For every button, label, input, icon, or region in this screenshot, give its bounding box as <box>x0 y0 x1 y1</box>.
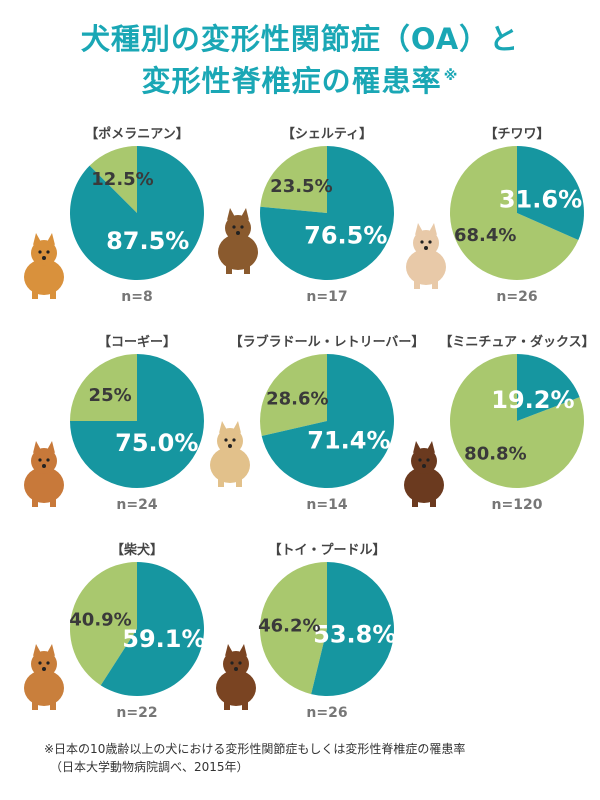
pie-chart-panel: 【ミニチュア・ダックス】 19.2% 80.8% n=120 <box>390 335 595 545</box>
title-line-1: 犬種別の変形性関節症（OA）と <box>80 22 520 56</box>
dog-illustration <box>404 441 444 507</box>
pie-chart: 53.8%46.2% <box>216 562 396 710</box>
dog-illustration <box>216 644 256 710</box>
breed-label: 【シェルティ】 <box>281 127 373 142</box>
pie-slice-green <box>70 562 137 686</box>
breed-label: 【チワワ】 <box>484 127 550 142</box>
slice-value-label: 68.4% <box>454 225 516 246</box>
pie-chart: 71.4% 28.6% <box>210 354 395 488</box>
footnote-line-2: （日本大学動物病院調べ、2015年） <box>50 760 249 774</box>
pie-slice-teal <box>261 354 395 488</box>
pie-slice-teal <box>70 354 204 488</box>
breed-label: 【コーギー】 <box>97 335 176 350</box>
breed-label: 【柴犬】 <box>110 543 163 558</box>
slice-value-label: 71.4% <box>307 426 390 454</box>
pie-slice-green <box>449 146 579 280</box>
pie-slice-teal <box>69 146 204 280</box>
pie-chart: 87.5% 12.5% <box>24 146 204 299</box>
title-line-2-text: 変形性脊椎症の罹患率 <box>141 64 442 98</box>
pie-chart-panel: 【ラブラドール・レトリーバー】 71.4% 28.6% n=14 <box>200 335 424 545</box>
pie-chart-panel: 【チワワ】 31.6% 68.4% n=26 <box>390 127 590 337</box>
sample-size-label: n=22 <box>116 705 158 721</box>
pie-chart: 19.2% 80.8% <box>404 354 585 507</box>
pie-slice-green <box>89 146 137 213</box>
pie-chart-panel: 【シェルティ】 76.5% 23.5% n=17 <box>200 127 400 337</box>
sample-size-label: n=26 <box>306 705 348 721</box>
sample-size-label: n=14 <box>306 497 348 513</box>
pie-chart-panel: 【ポメラニアン】 87.5% 12.5% n=8 <box>10 127 210 337</box>
pie-chart-panel: 【コーギー】 75.0% 25% n=24 <box>10 335 210 545</box>
sample-size-label: n=17 <box>306 289 348 305</box>
slice-value-label: 31.6% <box>499 186 582 214</box>
pie-chart-panel: 【柴犬】 59.1% 40.9% n=22 <box>10 543 210 753</box>
breed-label: 【トイ・プードル】 <box>268 543 386 558</box>
pie-slice-green <box>450 354 585 488</box>
pie-slice-green <box>260 354 327 437</box>
slice-value-label: 19.2% <box>491 386 574 414</box>
slice-value-label: 59.1% <box>122 625 205 653</box>
pie-slice-teal <box>311 562 394 696</box>
pie-chart: 76.5% 23.5% <box>218 146 395 280</box>
pie-slice-green <box>260 146 327 213</box>
slice-value-label: 76.5% <box>304 222 387 250</box>
title-line-2: 変形性脊椎症の罹患率 ※ <box>0 67 600 96</box>
pie-slice-green <box>70 354 137 421</box>
pie-chart: 59.1%40.9% <box>24 562 206 710</box>
dog-illustration <box>24 441 64 507</box>
pie-slice-teal <box>517 354 580 421</box>
slice-value-label: 23.5% <box>270 176 332 197</box>
slice-value-label: 87.5% <box>106 227 189 255</box>
pie-slice-teal <box>517 146 584 240</box>
footnote: ※日本の10歳齢以上の犬における変形性関節症もしくは変形性脊椎症の罹患率 （日本… <box>44 740 465 776</box>
breed-label: 【ポメラニアン】 <box>85 127 189 142</box>
dog-illustration <box>24 233 64 299</box>
title-note-mark: ※ <box>443 68 459 85</box>
slice-value-label: 53.8% <box>313 620 396 648</box>
sample-size-label: n=26 <box>496 289 538 305</box>
pie-chart-panel: 【トイ・プードル】 53.8% 46.2% n=26 <box>200 543 400 753</box>
footnote-line-1: ※日本の10歳齢以上の犬における変形性関節症もしくは変形性脊椎症の罹患率 <box>44 742 466 756</box>
breed-label: 【ラブラドール・レトリーバー】 <box>229 335 425 350</box>
dog-illustration <box>218 208 258 274</box>
pie-slice-teal <box>100 562 205 696</box>
breed-label: 【ミニチュア・ダックス】 <box>439 335 595 350</box>
slice-value-label: 12.5% <box>91 169 153 190</box>
pie-chart: 75.0% 25% <box>24 354 204 507</box>
slice-value-label: 75.0% <box>115 429 198 457</box>
slice-value-label: 80.8% <box>464 443 526 464</box>
pie-chart: 31.6% 68.4% <box>406 146 584 289</box>
slice-value-label: 25% <box>89 385 132 406</box>
slice-value-label: 46.2% <box>258 616 320 637</box>
dog-illustration <box>24 644 64 710</box>
slice-value-label: 40.9% <box>69 609 131 630</box>
dog-illustration <box>210 421 250 487</box>
pie-slice-green <box>259 562 327 695</box>
sample-size-label: n=8 <box>121 289 153 305</box>
dog-illustration <box>406 223 446 289</box>
slice-value-label: 28.6% <box>266 388 328 409</box>
sample-size-label: n=120 <box>491 497 543 513</box>
sample-size-label: n=24 <box>116 497 158 513</box>
pie-slice-teal <box>260 146 395 280</box>
